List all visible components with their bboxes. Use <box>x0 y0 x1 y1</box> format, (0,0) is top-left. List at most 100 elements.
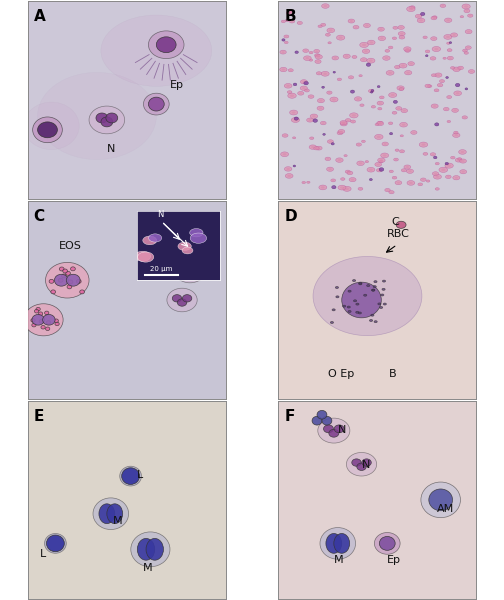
Ellipse shape <box>318 73 320 74</box>
Ellipse shape <box>452 109 459 112</box>
Ellipse shape <box>362 44 366 46</box>
Ellipse shape <box>159 238 170 247</box>
Text: F: F <box>284 409 295 424</box>
Ellipse shape <box>352 55 357 58</box>
Ellipse shape <box>406 71 410 74</box>
Ellipse shape <box>348 76 354 79</box>
Ellipse shape <box>319 26 321 27</box>
Ellipse shape <box>335 287 339 289</box>
Ellipse shape <box>372 289 375 291</box>
Ellipse shape <box>322 416 332 425</box>
Ellipse shape <box>336 296 339 298</box>
Ellipse shape <box>419 142 428 147</box>
Ellipse shape <box>281 20 285 23</box>
Ellipse shape <box>36 307 40 311</box>
Ellipse shape <box>423 36 427 38</box>
Ellipse shape <box>54 274 68 286</box>
Ellipse shape <box>334 533 350 553</box>
Ellipse shape <box>431 74 436 77</box>
Ellipse shape <box>377 101 384 105</box>
Ellipse shape <box>293 119 297 121</box>
Ellipse shape <box>362 59 365 61</box>
Text: M: M <box>113 515 122 526</box>
Ellipse shape <box>459 149 466 154</box>
Ellipse shape <box>399 63 407 68</box>
Text: Ep: Ep <box>387 555 401 565</box>
Ellipse shape <box>462 116 467 119</box>
Ellipse shape <box>390 133 393 135</box>
Ellipse shape <box>436 163 438 164</box>
Ellipse shape <box>359 283 362 285</box>
Ellipse shape <box>146 538 163 560</box>
Ellipse shape <box>284 134 287 136</box>
Ellipse shape <box>448 121 450 122</box>
Ellipse shape <box>311 146 314 148</box>
Ellipse shape <box>461 151 464 153</box>
Ellipse shape <box>317 61 320 62</box>
Ellipse shape <box>453 67 460 71</box>
Ellipse shape <box>401 151 403 152</box>
Text: O Ep: O Ep <box>328 369 354 379</box>
Ellipse shape <box>329 29 333 32</box>
Ellipse shape <box>411 7 414 8</box>
Ellipse shape <box>360 75 361 76</box>
Ellipse shape <box>376 124 377 125</box>
Ellipse shape <box>421 482 461 518</box>
Ellipse shape <box>378 36 386 41</box>
Ellipse shape <box>32 314 44 325</box>
Ellipse shape <box>318 98 325 103</box>
Ellipse shape <box>185 269 195 277</box>
Ellipse shape <box>430 153 435 156</box>
Ellipse shape <box>314 54 320 57</box>
Ellipse shape <box>292 137 296 139</box>
Ellipse shape <box>309 96 312 97</box>
Ellipse shape <box>309 59 312 61</box>
Ellipse shape <box>439 167 448 172</box>
Ellipse shape <box>435 89 438 91</box>
Ellipse shape <box>449 41 452 44</box>
Ellipse shape <box>376 136 381 138</box>
Ellipse shape <box>324 5 327 7</box>
Ellipse shape <box>380 307 383 308</box>
Ellipse shape <box>347 306 350 308</box>
Ellipse shape <box>393 26 398 29</box>
Ellipse shape <box>327 91 332 94</box>
Ellipse shape <box>358 312 361 314</box>
Ellipse shape <box>360 43 368 47</box>
Ellipse shape <box>348 19 355 23</box>
Ellipse shape <box>374 134 383 139</box>
Ellipse shape <box>409 182 413 184</box>
Ellipse shape <box>101 117 113 127</box>
Ellipse shape <box>353 300 357 302</box>
Ellipse shape <box>345 170 350 173</box>
Ellipse shape <box>400 26 403 28</box>
Ellipse shape <box>381 294 384 296</box>
Ellipse shape <box>310 114 318 118</box>
Ellipse shape <box>379 167 384 171</box>
Ellipse shape <box>425 55 428 57</box>
Ellipse shape <box>179 265 190 272</box>
Ellipse shape <box>317 72 322 75</box>
Ellipse shape <box>353 25 359 29</box>
Ellipse shape <box>448 97 451 98</box>
Text: E: E <box>34 409 44 424</box>
Ellipse shape <box>326 33 330 36</box>
Ellipse shape <box>304 50 307 52</box>
Ellipse shape <box>361 140 365 143</box>
Ellipse shape <box>318 418 350 443</box>
Ellipse shape <box>423 152 428 155</box>
Text: EOS: EOS <box>59 241 82 251</box>
Ellipse shape <box>455 134 458 136</box>
Ellipse shape <box>467 31 470 32</box>
Ellipse shape <box>440 4 446 7</box>
Ellipse shape <box>34 310 39 313</box>
Ellipse shape <box>377 86 380 88</box>
Ellipse shape <box>313 119 318 122</box>
Ellipse shape <box>406 169 413 173</box>
Ellipse shape <box>452 157 454 158</box>
Ellipse shape <box>420 178 426 181</box>
Ellipse shape <box>371 106 375 108</box>
Ellipse shape <box>444 58 446 59</box>
Ellipse shape <box>348 310 351 313</box>
Ellipse shape <box>294 117 298 120</box>
